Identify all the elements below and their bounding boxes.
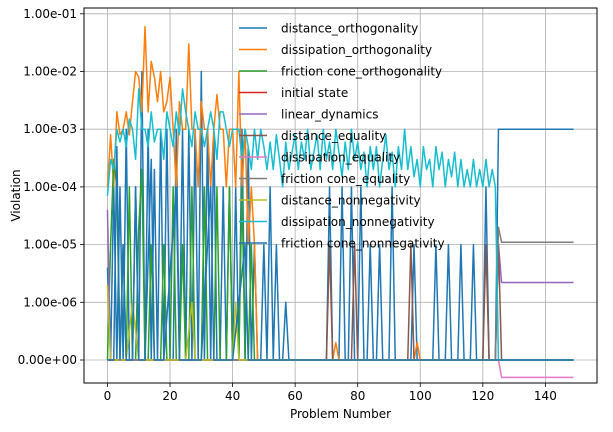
legend-label: distance_orthogonality — [281, 22, 418, 36]
y-axis-ticks: 0.00e+00 1.00e-06 1.00e-05 1.00e-04 1.00e-03… — [18, 7, 84, 367]
y-tick-label: 1.00e-04 — [23, 180, 77, 194]
x-tick-label: 100 — [409, 389, 432, 403]
legend-label: initial state — [281, 86, 348, 100]
x-tick-label: 80 — [350, 389, 365, 403]
x-axis-label: Problem Number — [290, 407, 391, 421]
plot-frame — [83, 7, 598, 384]
x-axis-ticks: 0 20 40 60 80 100 120 140 — [104, 383, 557, 403]
series-lines — [106, 25, 574, 379]
legend-label: dissipation_equality — [281, 151, 400, 165]
legend-label: linear_dynamics — [281, 108, 379, 122]
legend-label: distance_equality — [281, 129, 386, 143]
x-tick-label: 60 — [288, 389, 303, 403]
y-tick-label: 1.00e-05 — [23, 238, 77, 252]
x-tick-label: 120 — [471, 389, 494, 403]
y-tick-label: 1.00e-02 — [23, 65, 77, 79]
legend-label: friction cone_orthogonality — [281, 65, 442, 79]
series-line-friction-cone-nonnegativity — [107, 145, 574, 361]
legend: distance_orthogonality dissipation_orthog… — [239, 22, 445, 251]
y-tick-label: 1.00e-03 — [23, 122, 77, 136]
x-tick-label: 20 — [162, 389, 177, 403]
x-tick-label: 40 — [225, 389, 240, 403]
series-line-dissipation-orthogonality — [106, 25, 574, 361]
y-tick-label: 1.00e-06 — [23, 295, 77, 309]
legend-label: friction cone_equality — [281, 172, 410, 186]
y-axis-label: Violation — [9, 169, 23, 221]
legend-label: dissipation_nonnegativity — [281, 215, 435, 229]
legend-label: dissipation_orthogonality — [281, 43, 432, 57]
legend-label: distance_nonnegativity — [281, 194, 421, 208]
series-line-dissipation-equality — [107, 359, 574, 379]
x-tick-label: 140 — [534, 389, 557, 403]
series-line-dissipation-nonnegativity — [106, 88, 574, 361]
y-tick-label: 1.00e-01 — [23, 7, 77, 21]
legend-label: friction cone_nonnegativity — [281, 237, 445, 251]
y-tick-label: 0.00e+00 — [18, 353, 77, 367]
x-tick-label: 0 — [104, 389, 112, 403]
